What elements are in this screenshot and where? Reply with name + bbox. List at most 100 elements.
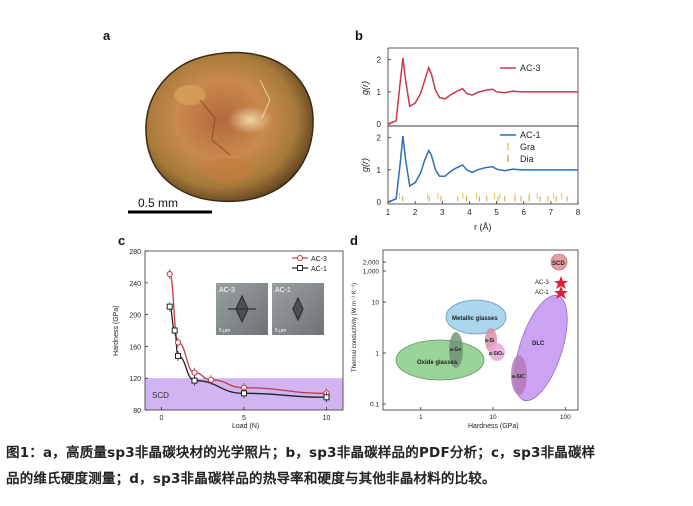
xtick-label: 10 [323, 415, 331, 422]
scale-bar-label: 0.5 mm [138, 196, 178, 210]
scd-band-label: SCD [152, 391, 169, 400]
ytick-label: 80 [133, 408, 141, 415]
ac1-hardness-point [191, 377, 198, 384]
ac1-hardness-point [241, 390, 247, 397]
panel-c-yticks: 280 240 200 160 120 80 [129, 249, 148, 415]
a-sio2-label: a-SiO₂ [489, 351, 504, 357]
inset-ac3-indent [228, 294, 256, 324]
xtick-label: 100 [560, 414, 571, 421]
sample-crack [199, 99, 231, 156]
ac1-hardness-point [175, 352, 181, 359]
xtick-label: 0 [160, 415, 164, 422]
panel-b-bottom-frame [387, 125, 579, 205]
panel-b-bottom-ylabel: g(r) [360, 158, 370, 172]
panel-b-top-yticks: 2 1 0 [377, 56, 391, 129]
gra-dia-markers [398, 192, 568, 202]
ytick-label: 120 [129, 376, 141, 383]
panel-c: SCD 280 240 200 160 120 80 0 5 10 Hardness (GPa… [113, 249, 344, 430]
ytick-label: 0 [377, 198, 382, 207]
ac3-hardness-point [174, 339, 182, 346]
ytick-label: 2,000 [363, 260, 380, 267]
ytick-label: 160 [129, 344, 141, 351]
panel-d-xlabel: Hardness (GPa) [468, 423, 519, 430]
ac1-star-label: AC-1 [535, 290, 549, 296]
xtick-label: 1 [386, 208, 391, 217]
ytick-label: 1 [377, 88, 382, 97]
ac3-hardness-point [191, 369, 198, 376]
xtick-label: 10 [489, 414, 497, 421]
panel-d-ylabel: Thermal conductivity (W m⁻¹ K⁻¹) [352, 283, 358, 372]
panel-c-ylabel: Hardness (GPa) [113, 305, 120, 356]
inset-ac1-label: AC-1 [275, 287, 291, 294]
panel-d-frame [382, 249, 579, 411]
ytick-label: 2 [377, 56, 382, 65]
ac1-pdf-line [387, 135, 578, 203]
ytick-label: 0 [377, 120, 382, 129]
inset-ac1-indent [292, 296, 304, 322]
a-ge-region [449, 332, 463, 368]
ac1-hardness-point [323, 394, 330, 401]
ytick-label: 1 [377, 166, 382, 175]
ytick-label: 0.1 [370, 402, 379, 409]
a-sic-label: a-SiC [512, 374, 525, 380]
ytick-label: 200 [129, 313, 141, 320]
a-sic-region [511, 355, 527, 395]
panel-b-bottom-yticks: 2 1 0 [377, 134, 391, 207]
sample-highlight-3 [202, 158, 254, 182]
ac3-hardness-point [166, 270, 173, 278]
ac3-hardness-legend-label: AC-3 [311, 256, 327, 263]
ac1-star [554, 286, 568, 299]
panel-label-d: d [350, 233, 358, 248]
xtick-label: 8 [576, 208, 581, 217]
panel-label-b: b [355, 28, 363, 43]
ytick-label: 10 [372, 300, 380, 307]
inset-ac3-label: AC-3 [219, 287, 235, 294]
ac1-hardness-point [171, 327, 178, 334]
sample-crack-2 [259, 79, 271, 119]
panel-b-xticks: 1 2 3 4 5 6 7 8 [386, 201, 581, 217]
ytick-label: 1,000 [363, 269, 380, 276]
inset-ac1-scale: 5 μm [275, 328, 286, 334]
panel-b-top-ylabel: g(r) [360, 81, 370, 95]
xtick-label: 7 [549, 208, 554, 217]
ac1-hardness-legend-marker [297, 265, 303, 271]
panel-b-top-frame [387, 47, 579, 127]
ytick-label: 280 [129, 249, 141, 256]
panel-d: 2,000 1,000 10 1 0.1 1 10 100 Thermal conducti… [352, 249, 579, 430]
dlc-label: DLC [532, 341, 545, 347]
xtick-label: 1 [419, 414, 423, 421]
a-sio2-region [489, 343, 505, 361]
panel-d-yticks: 2,000 1,000 10 1 0.1 [363, 260, 386, 409]
inset-ac3-scale: 5 μm [219, 328, 230, 334]
ac1-legend-label: AC-1 [520, 130, 541, 140]
ytick-label: 240 [129, 281, 141, 288]
ac1-hardness-legend-label: AC-1 [311, 266, 327, 273]
a-si-label: a-Si [485, 338, 495, 344]
caption-line-1: 图1：a，高质量sp3非晶碳块材的光学照片；b，sp3非晶碳样品的PDF分析；c… [6, 445, 596, 461]
metallic-glasses-region [445, 299, 507, 335]
panel-c-xticks: 0 5 10 [160, 407, 331, 422]
panel-a-photo: 0.5 mm [128, 51, 314, 214]
sample-highlight-2 [174, 85, 206, 105]
sample-highlight [228, 106, 272, 134]
xtick-label: 5 [494, 208, 499, 217]
gra-legend-label: Gra [520, 142, 535, 152]
a-ge-label: a-Ge [450, 347, 461, 353]
panel-c-xlabel: Load (N) [232, 423, 259, 430]
ac3-hardness-point [207, 376, 215, 383]
ac3-pdf-line [387, 57, 578, 125]
panel-d-xticks: 1 10 100 [419, 407, 571, 421]
xtick-label: 3 [440, 208, 445, 217]
scd-point-label: SCD [552, 261, 565, 267]
ac3-legend-label: AC-3 [520, 63, 541, 73]
ac3-star-label: AC-3 [535, 280, 549, 286]
xtick-label: 6 [521, 208, 526, 217]
caption-line-2: 品的维氏硬度测量；d，sp3非晶碳样品的热导率和硬度与其他非晶材料的比较。 [6, 471, 496, 487]
scd-point [550, 253, 568, 271]
figure-caption: 图1：a，高质量sp3非晶碳块材的光学照片；b，sp3非晶碳样品的PDF分析；c… [6, 440, 690, 492]
ytick-label: 2 [377, 134, 382, 143]
ac3-hardness-legend-marker [297, 255, 303, 261]
xtick-label: 2 [413, 208, 418, 217]
